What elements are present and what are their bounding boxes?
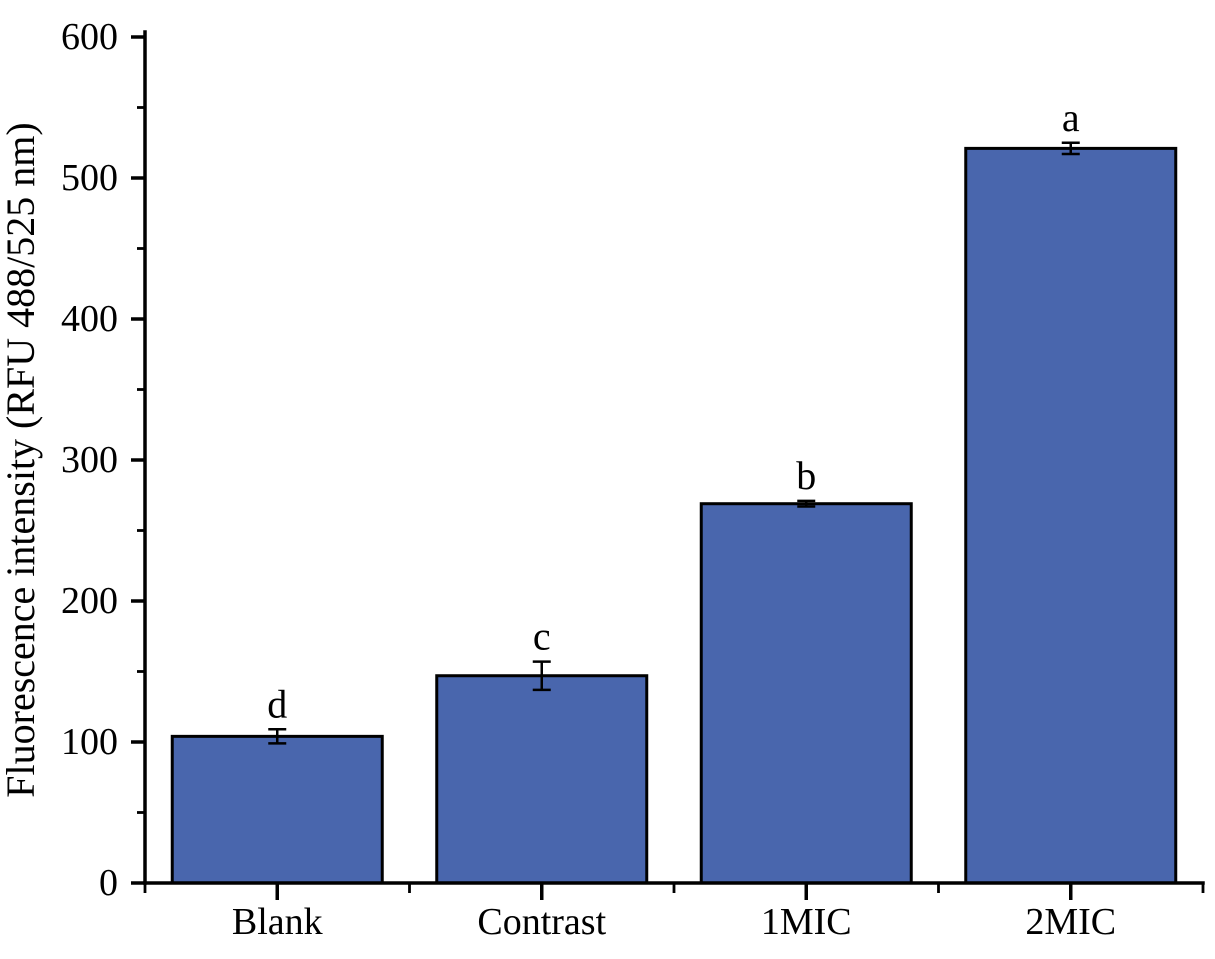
y-axis-title: Fluorescence intensity (RFU 488/525 nm): [0, 122, 43, 797]
x-category-label-blank: Blank: [232, 901, 323, 943]
y-tick-label-500: 500: [61, 157, 118, 199]
bar-contrast: [435, 674, 649, 885]
x-category-label-2mic: 2MIC: [1025, 901, 1116, 943]
x-category-label-1mic: 1MIC: [761, 901, 852, 943]
y-tick-label-200: 200: [61, 580, 118, 622]
bar-1mic: [699, 502, 913, 885]
y-tick-label-0: 0: [99, 862, 118, 904]
y-tick-label-600: 600: [61, 16, 118, 58]
x-category-label-contrast: Contrast: [477, 901, 606, 943]
sig-letter-2mic: a: [1062, 95, 1080, 140]
y-tick-label-100: 100: [61, 721, 118, 763]
y-tick-label-300: 300: [61, 439, 118, 481]
bar-blank: [170, 734, 384, 885]
sig-letter-blank: d: [267, 681, 287, 726]
bar-2mic: [964, 146, 1178, 885]
sig-letter-1mic: b: [796, 453, 816, 498]
y-tick-label-400: 400: [61, 298, 118, 340]
sig-letter-contrast: c: [533, 614, 551, 659]
